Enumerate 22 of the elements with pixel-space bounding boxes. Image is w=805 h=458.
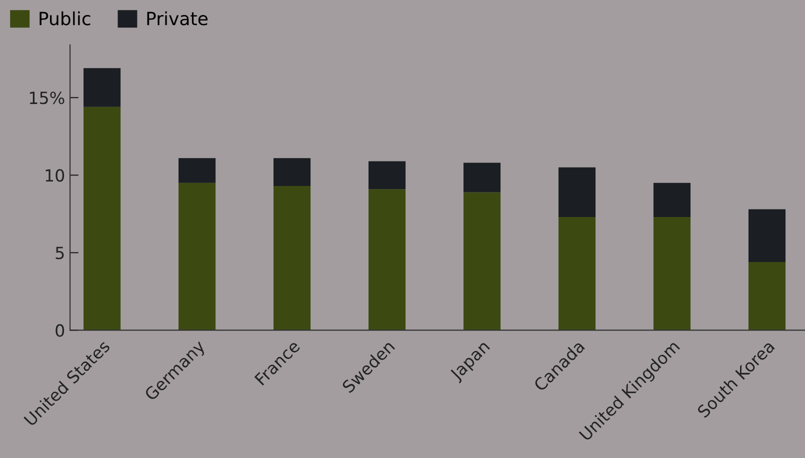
legend-label: Public <box>40 11 90 26</box>
bar <box>178 158 216 183</box>
bar <box>558 167 596 218</box>
bar <box>653 217 691 330</box>
bar <box>464 162 501 192</box>
y-tick-label: 5 <box>56 246 64 260</box>
y-tick-label: 0 <box>56 324 64 337</box>
bar <box>84 68 121 107</box>
bar <box>178 182 216 330</box>
bar <box>368 189 406 330</box>
bar <box>748 262 786 330</box>
bar <box>558 217 596 330</box>
legend-label: Private <box>147 11 208 26</box>
bar <box>653 182 691 218</box>
bar <box>274 186 311 330</box>
y-tick-label: 10 <box>46 169 64 182</box>
bar <box>274 158 311 186</box>
bar <box>748 209 786 262</box>
bar <box>368 161 406 190</box>
y-tick-label: 15% <box>30 92 64 104</box>
bar <box>84 106 121 330</box>
bar <box>464 192 501 330</box>
